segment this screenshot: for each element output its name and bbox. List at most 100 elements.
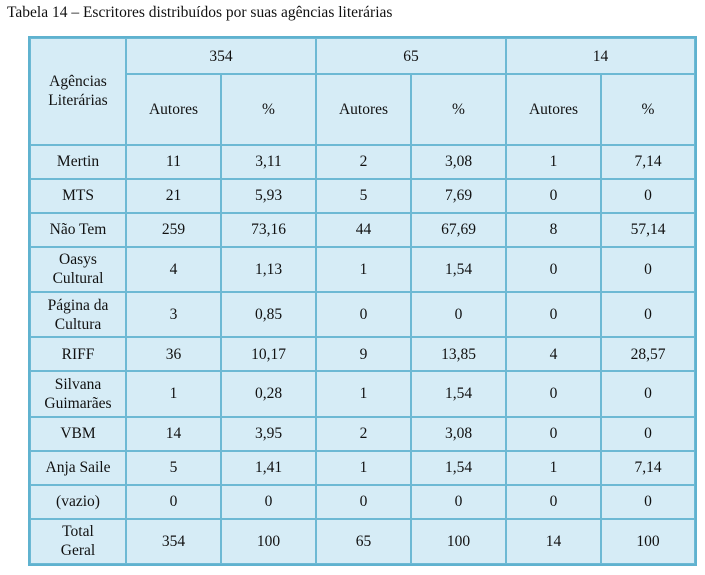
row-label: Anja Saile [30,450,126,485]
cell-percent: 1,41 [221,450,316,485]
cell-percent: 0,28 [221,371,316,417]
cell-percent: 28,57 [601,337,695,372]
cell-autores: 1 [316,450,411,485]
cell-percent: 100 [601,518,695,564]
row-label: Oasys Cultural [30,246,126,292]
cell-percent: 0 [221,484,316,519]
cell-percent: 73,16 [221,212,316,247]
cell-percent: 1,13 [221,246,316,292]
cell-autores: 5 [316,178,411,213]
cell-autores: 1 [506,144,601,179]
row-label-line2: Cultural [52,270,104,288]
cell-autores: 1 [316,371,411,417]
table-row: Não Tem 259 73,16 44 67,69 8 57,14 [30,212,695,247]
cell-percent: 13,85 [411,337,506,372]
cell-autores: 354 [126,518,221,564]
row-label: (vazio) [30,484,126,519]
cell-percent: 3,11 [221,144,316,179]
col-header-percent: % [601,74,695,145]
cell-autores: 11 [126,144,221,179]
col-header-autores: Autores [316,74,411,145]
table-row: Anja Saile 5 1,41 1 1,54 1 7,14 [30,450,695,485]
cell-percent: 0 [601,484,695,519]
cell-autores: 0 [316,484,411,519]
row-label: Silvana Guimarães [30,371,126,417]
row-label: Mertin [30,144,126,179]
cell-autores: 44 [316,212,411,247]
table-row: Página da Cultura 3 0,85 0 0 0 0 [30,291,695,338]
row-label-line1: Não Tem [49,221,107,239]
table-caption: Tabela 14 – Escritores distribuídos por … [7,4,393,21]
cell-autores: 0 [506,484,601,519]
cell-percent: 0 [411,484,506,519]
cell-autores: 9 [316,337,411,372]
cell-percent: 0 [601,371,695,417]
cell-percent: 57,14 [601,212,695,247]
row-label-line1: Mertin [56,153,100,171]
cell-autores: 2 [316,416,411,451]
group-header-14: 14 [506,38,695,75]
cell-autores: 0 [506,246,601,292]
cell-percent: 0,85 [221,291,316,338]
cell-percent: 5,93 [221,178,316,213]
cell-autores: 259 [126,212,221,247]
cell-percent: 0 [601,291,695,338]
row-label-line2: Guimarães [44,394,112,412]
col-header-autores: Autores [126,74,221,145]
row-label-line1: MTS [62,187,94,205]
row-label: MTS [30,178,126,213]
cell-percent: 100 [221,518,316,564]
cell-autores: 1 [316,246,411,292]
header-agencies-line1: Agências [49,73,107,91]
row-label: VBM [30,416,126,451]
group-header-65: 65 [316,38,506,75]
header-row-columns: Autores % Autores % Autores % [30,74,695,145]
col-header-percent: % [221,74,316,145]
cell-autores: 0 [506,416,601,451]
header-row-groups: Agências Literárias 354 65 14 [30,38,695,145]
cell-percent: 1,54 [411,450,506,485]
group-header-354: 354 [126,38,316,75]
cell-percent: 1,54 [411,246,506,292]
table-row: Total Geral 354 100 65 100 14 100 [30,518,695,564]
row-label-line1: Oasys [59,251,97,269]
row-label: Total Geral [30,518,126,564]
cell-autores: 0 [506,371,601,417]
cell-percent: 67,69 [411,212,506,247]
cell-percent: 3,08 [411,416,506,451]
cell-percent: 3,95 [221,416,316,451]
row-label-line1: Total [62,523,94,541]
literary-agencies-table: Agências Literárias 354 65 14 Autores % … [28,36,697,566]
cell-autores: 0 [506,291,601,338]
cell-percent: 7,14 [601,450,695,485]
cell-autores: 0 [126,484,221,519]
table-row: MTS 21 5,93 5 7,69 0 0 [30,178,695,213]
cell-autores: 8 [506,212,601,247]
cell-percent: 0 [411,291,506,338]
row-label: RIFF [30,337,126,372]
row-label-line1: Página da [47,296,109,314]
table-row: Mertin 11 3,11 2 3,08 1 7,14 [30,144,695,179]
table-row: Silvana Guimarães 1 0,28 1 1,54 0 0 [30,371,695,417]
cell-autores: 14 [506,518,601,564]
cell-autores: 21 [126,178,221,213]
cell-autores: 2 [316,144,411,179]
table-row: VBM 14 3,95 2 3,08 0 0 [30,416,695,451]
col-header-percent: % [411,74,506,145]
table-row: RIFF 36 10,17 9 13,85 4 28,57 [30,337,695,372]
cell-autores: 1 [126,371,221,417]
cell-percent: 1,54 [411,371,506,417]
cell-autores: 0 [506,178,601,213]
row-label-line2: Cultura [54,315,102,333]
cell-autores: 36 [126,337,221,372]
cell-autores: 3 [126,291,221,338]
row-label-line1: RIFF [61,345,95,363]
cell-percent: 3,08 [411,144,506,179]
header-agencies: Agências Literárias [30,38,126,145]
cell-autores: 65 [316,518,411,564]
cell-autores: 4 [126,246,221,292]
table-row: (vazio) 0 0 0 0 0 0 [30,484,695,519]
row-label: Não Tem [30,212,126,247]
row-label-line1: VBM [60,425,96,443]
cell-percent: 100 [411,518,506,564]
